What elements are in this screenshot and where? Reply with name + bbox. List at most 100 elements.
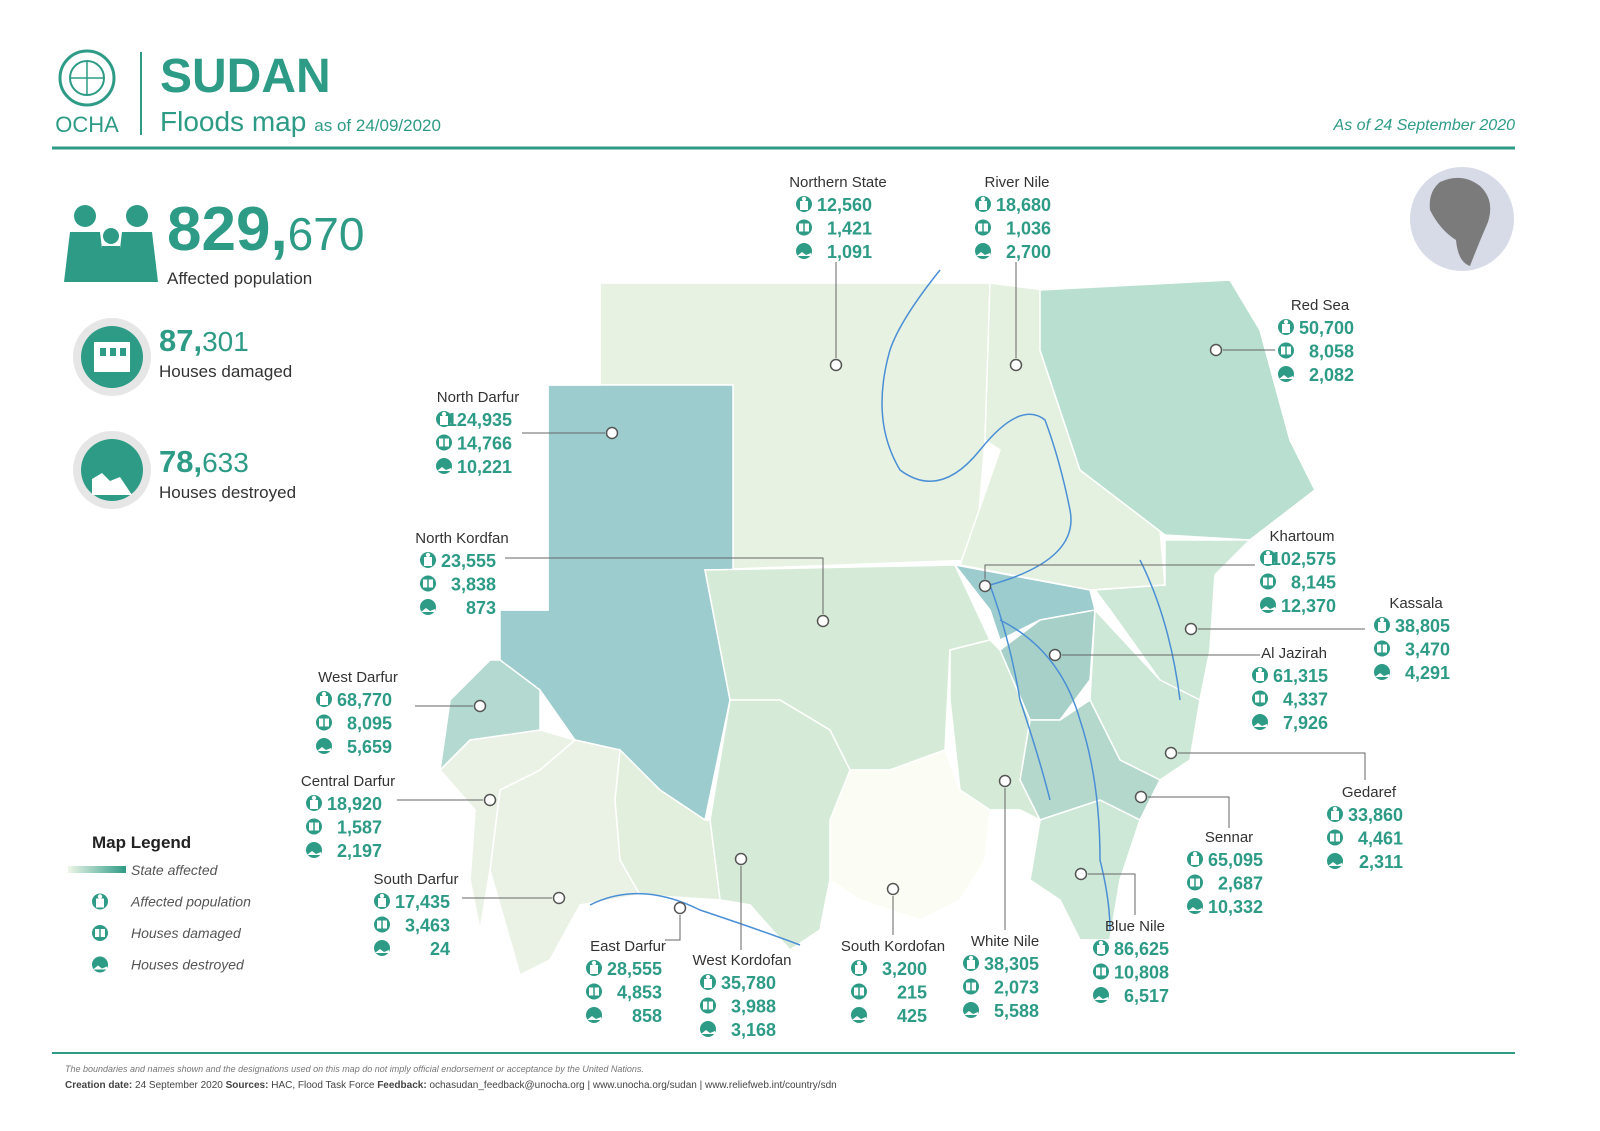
state-affected: 18,920 <box>327 794 382 814</box>
state-point <box>1134 790 1148 804</box>
state-label: Central Darfur 18,920 1,587 2,197 <box>301 773 497 861</box>
state-label: West Kordofan 35,780 3,988 3,168 <box>693 852 791 1040</box>
state-point <box>829 358 843 372</box>
summary-figure: 78,633 <box>159 444 249 479</box>
state-damaged: 8,058 <box>1309 342 1354 362</box>
state-label: Kassala 38,805 3,470 4,291 <box>1184 595 1450 683</box>
leader-line <box>1148 796 1230 828</box>
icon-disc <box>975 243 991 259</box>
state-label: Khartoum 102,575 8,145 12,370 <box>978 528 1336 616</box>
sources: HAC, Flood Task Force <box>271 1080 375 1091</box>
logo <box>58 49 116 107</box>
state-destroyed: 873 <box>466 598 496 618</box>
icon-glyph <box>425 552 431 558</box>
destroyed-icon <box>586 1007 602 1023</box>
icon-glyph <box>320 696 328 705</box>
state-damaged: 1,036 <box>1006 219 1051 239</box>
state-destroyed: 7,926 <box>1283 713 1328 733</box>
legend-title: Map Legend <box>92 833 191 852</box>
state-label: West Darfur 68,770 8,095 5,659 <box>316 669 487 757</box>
destroyed-icon <box>92 956 108 973</box>
icon-glyph <box>1264 555 1272 564</box>
icon-glyph <box>1379 617 1385 623</box>
state-destroyed: 425 <box>897 1006 927 1026</box>
state-label: North Darfur 124,935 14,766 10,221 <box>436 389 619 477</box>
state-destroyed: 12,370 <box>1281 596 1336 616</box>
damaged-icon <box>975 219 991 236</box>
destroyed-icon <box>700 1021 716 1037</box>
state-name: River Nile <box>984 174 1049 191</box>
affected-icon <box>586 960 602 976</box>
icon-glyph <box>701 1030 715 1034</box>
state-point <box>1164 746 1178 760</box>
summary-minor: 633 <box>202 447 249 478</box>
feedback-label: Feedback: <box>377 1080 426 1091</box>
state-name: Blue Nile <box>1105 918 1165 935</box>
state-name: South Kordofan <box>841 938 945 955</box>
leader-line <box>505 557 824 614</box>
icon-glyph <box>979 201 987 210</box>
affected-icon <box>420 552 436 568</box>
icon-disc <box>1374 664 1390 680</box>
destroyed-icon <box>306 842 322 858</box>
destroyed-icon <box>374 940 390 956</box>
nile-river <box>589 269 1181 946</box>
icon-glyph <box>375 949 389 953</box>
damaged-icon <box>420 575 436 592</box>
state-destroyed: 3,168 <box>731 1020 776 1040</box>
state-point <box>552 891 566 905</box>
legend-item: Houses destroyed <box>131 957 245 973</box>
affected-icon <box>1260 550 1276 566</box>
damaged-icon <box>92 925 108 941</box>
state-label: North Kordfan 23,555 3,838 873 <box>415 530 830 628</box>
state-label: East Darfur 28,555 4,853 858 <box>586 901 687 1026</box>
icon-glyph <box>421 608 435 612</box>
state-label: Blue Nile 86,625 10,808 6,517 <box>1074 867 1169 1006</box>
icon-glyph <box>1282 324 1290 333</box>
icon-glyph <box>1283 319 1289 325</box>
destroyed-icon <box>1093 987 1109 1003</box>
icon-glyph <box>1097 945 1105 954</box>
state-point <box>816 614 830 628</box>
affected-icon <box>306 795 322 811</box>
state-point <box>1009 358 1023 372</box>
icon-disc <box>1187 898 1203 914</box>
icon-glyph <box>852 1016 866 1020</box>
state-destroyed: 858 <box>632 1006 662 1026</box>
summary-label: Affected population <box>167 269 312 288</box>
icon-glyph <box>311 795 317 801</box>
logo-text: OCHA <box>55 112 119 137</box>
west-kordofan <box>709 699 851 951</box>
legend-gradient <box>68 866 126 873</box>
state-affected: 17,435 <box>395 892 450 912</box>
affected-icon <box>963 955 979 971</box>
state-damaged: 1,587 <box>337 818 382 838</box>
icon-disc <box>374 940 390 956</box>
state-label: Sennar 65,095 2,687 10,332 <box>1134 790 1263 917</box>
affected-icon <box>436 411 452 427</box>
state-name: Al Jazirah <box>1261 645 1327 662</box>
state-label: South Darfur 17,435 3,463 24 <box>373 871 566 959</box>
icon-disc <box>963 1002 979 1018</box>
state-name: West Darfur <box>318 669 398 686</box>
state-label: Al Jazirah 61,315 4,337 7,926 <box>1048 645 1328 733</box>
icon-glyph <box>1191 856 1199 865</box>
state-labels: Northern State 12,560 1,421 1,091 River Nile… <box>301 174 1450 1040</box>
affected-icon <box>1187 851 1203 867</box>
globe <box>1410 167 1514 271</box>
creation-date: 24 September 2020 <box>135 1080 223 1091</box>
state-name: Northern State <box>789 174 887 191</box>
sudan-map <box>438 269 1316 977</box>
destroyed-icon <box>316 738 332 754</box>
destroyed-icon <box>1252 714 1268 730</box>
icon-glyph <box>307 851 321 855</box>
state-point <box>978 579 992 593</box>
icon-disc <box>700 1021 716 1037</box>
damaged-icon <box>700 997 716 1014</box>
damaged-icon <box>796 219 812 236</box>
state-destroyed: 24 <box>430 939 450 959</box>
state-affected: 28,555 <box>607 959 662 979</box>
destroyed-icon <box>1278 366 1294 382</box>
state-point <box>1048 648 1062 662</box>
state-damaged: 2,073 <box>994 978 1039 998</box>
